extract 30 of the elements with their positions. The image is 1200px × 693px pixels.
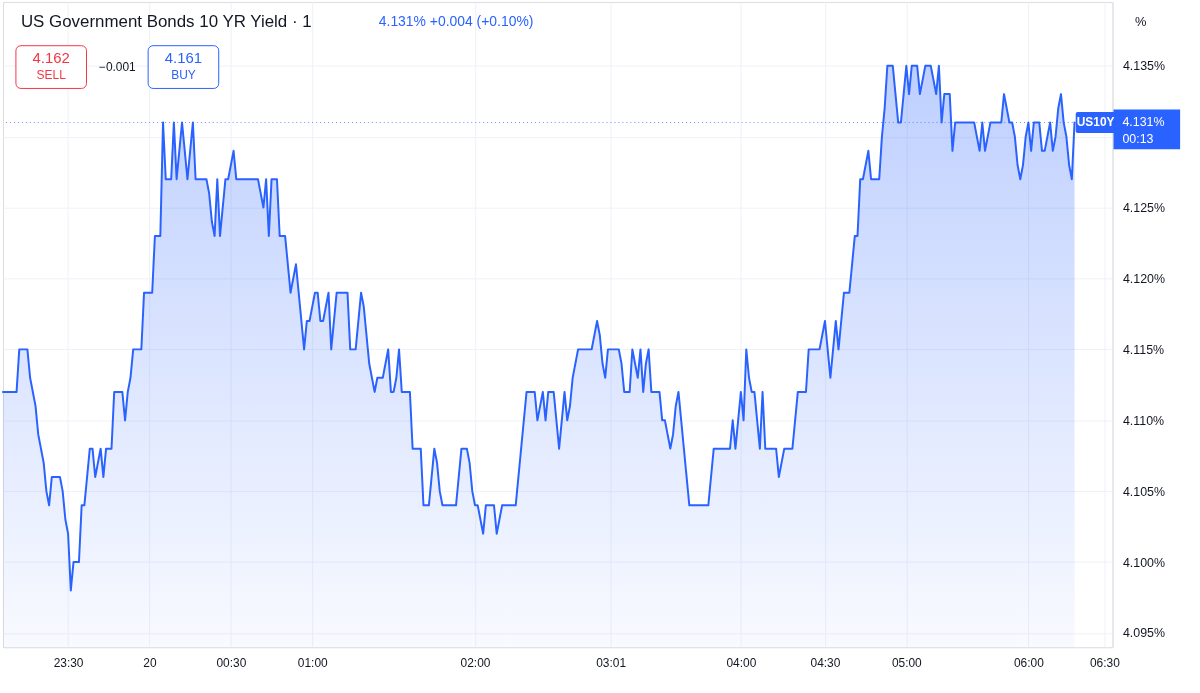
x-tick-label: 23:30	[53, 655, 84, 670]
text: 4.131% +0.004 (+0.10%)	[378, 12, 534, 29]
x-tick-label: 04:30	[810, 655, 841, 670]
x-tick-label: 02:00	[460, 655, 491, 670]
x-tick-label: 04:00	[726, 655, 757, 670]
y-tick-label: 4.110%	[1122, 413, 1165, 428]
annotation: SELL	[36, 68, 67, 83]
ref-line-label: 4.131%	[1122, 115, 1165, 130]
text: 00:13	[1122, 132, 1154, 147]
y-tick-label: 4.120%	[1122, 271, 1166, 286]
y-tick-label: 4.105%	[1122, 484, 1166, 499]
annotation: 4.161	[164, 49, 203, 66]
x-tick-label: 00:30	[216, 655, 247, 670]
y-tick-label: 4.115%	[1122, 342, 1165, 357]
annotation: −0.001	[98, 59, 137, 74]
y-tick-label: 4.100%	[1122, 555, 1166, 570]
x-tick-label: 05:00	[891, 655, 923, 670]
x-tick-label: 06:00	[1013, 655, 1045, 670]
y-tick-label: 4.125%	[1122, 201, 1166, 216]
text: US Government Bonds 10 YR Yield · 1	[20, 11, 312, 31]
y-axis-title: %	[1134, 14, 1147, 30]
x-tick-label: 03:01	[596, 655, 627, 670]
y-tick-label: 4.095%	[1122, 626, 1166, 641]
x-tick-label: 06:30	[1089, 655, 1121, 670]
y-tick-label: 4.135%	[1122, 59, 1166, 74]
annotation: 4.162	[32, 49, 70, 66]
annotation: BUY	[171, 68, 196, 83]
x-tick-label: 20	[143, 655, 157, 670]
annotation: US10Y	[1076, 115, 1115, 130]
x-tick-label: 01:00	[297, 655, 329, 670]
